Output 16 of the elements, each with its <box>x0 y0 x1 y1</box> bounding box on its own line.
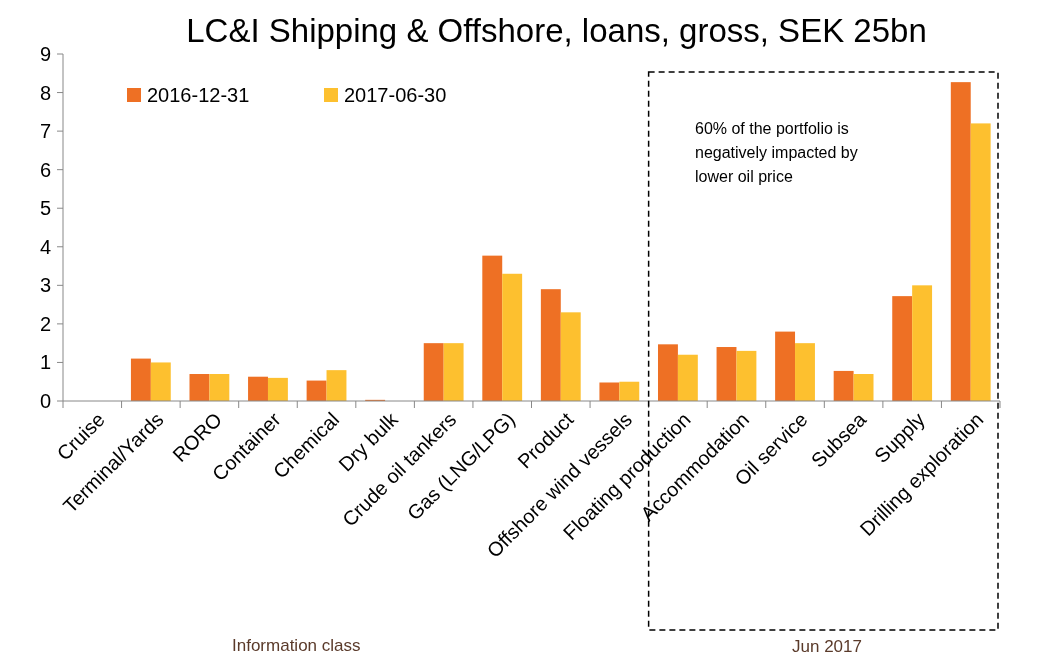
y-tick-label: 0 <box>39 390 51 412</box>
legend-label: 2016-12-31 <box>147 84 250 106</box>
y-tick-label: 9 <box>39 43 51 65</box>
y-tick-label: 1 <box>39 351 51 374</box>
y-tick-label: 5 <box>39 197 51 220</box>
text: Information class <box>232 636 361 655</box>
annotation: 60% of the portfolio is negatively impacted by lower oil price <box>695 120 858 185</box>
y-tick-label: 4 <box>39 235 51 258</box>
y-tick-label: 7 <box>39 120 51 143</box>
y-tick-label: 3 <box>39 274 51 297</box>
y-tick-label: 6 <box>39 158 51 181</box>
y-tick-label: 8 <box>39 81 51 104</box>
y-tick-label: 2 <box>39 312 51 335</box>
text: Jun 2017 <box>792 637 862 656</box>
chart-title: LC&I Shipping & Offshore, loans, gross, SEK 25bn <box>186 12 927 49</box>
legend-label: 2017-06-30 <box>344 84 447 106</box>
